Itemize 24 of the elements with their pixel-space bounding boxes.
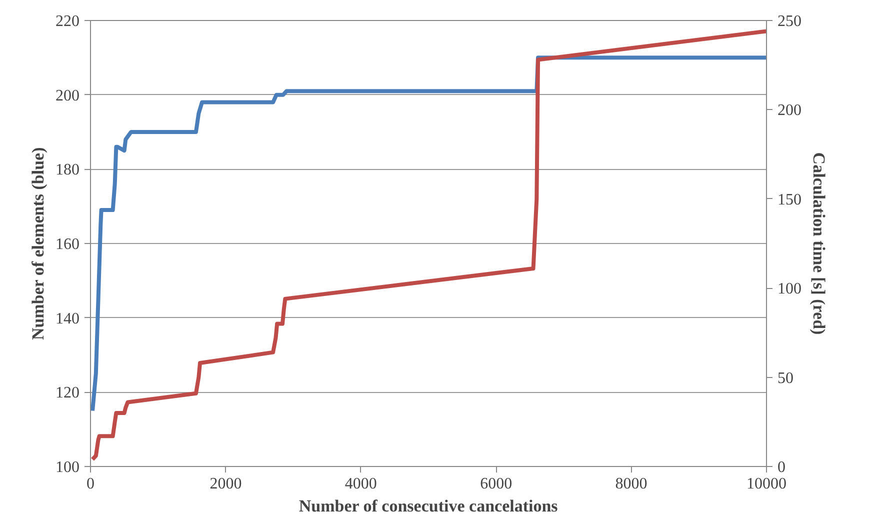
x-tick-label: 2000 xyxy=(210,476,242,492)
y2-axis-title: Calculation time [s] (red) xyxy=(810,152,828,335)
x-tick-label: 0 xyxy=(86,476,94,492)
line-series xyxy=(90,29,766,462)
y2-tick-label: 100 xyxy=(778,280,802,298)
y-tick-label: 140 xyxy=(56,310,80,328)
y-tick-label: 160 xyxy=(56,236,80,253)
y2-tick-label: 0 xyxy=(778,459,786,476)
y-tick-label: 120 xyxy=(56,384,80,402)
y-tick-label: 200 xyxy=(56,87,80,104)
x-axis-title: Number of consecutive cancelations xyxy=(298,496,558,516)
x-tick-label: 6000 xyxy=(480,476,512,492)
x-tick-label: 8000 xyxy=(615,476,648,492)
y2-tick-label: 50 xyxy=(778,370,794,387)
y2-tick-label: 150 xyxy=(778,191,802,208)
x-tick-label: 10000 xyxy=(746,476,786,492)
line-series xyxy=(90,56,766,413)
y2-tick-label: 250 xyxy=(778,13,802,30)
y-axis-title: Number of elements (blue) xyxy=(28,147,48,340)
y2-tick-label: 200 xyxy=(778,102,802,120)
x-tick-label: 4000 xyxy=(344,476,377,492)
y-tick-label: 100 xyxy=(56,459,80,476)
y-tick-label: 220 xyxy=(56,13,80,30)
y-tick-label: 180 xyxy=(56,162,80,179)
